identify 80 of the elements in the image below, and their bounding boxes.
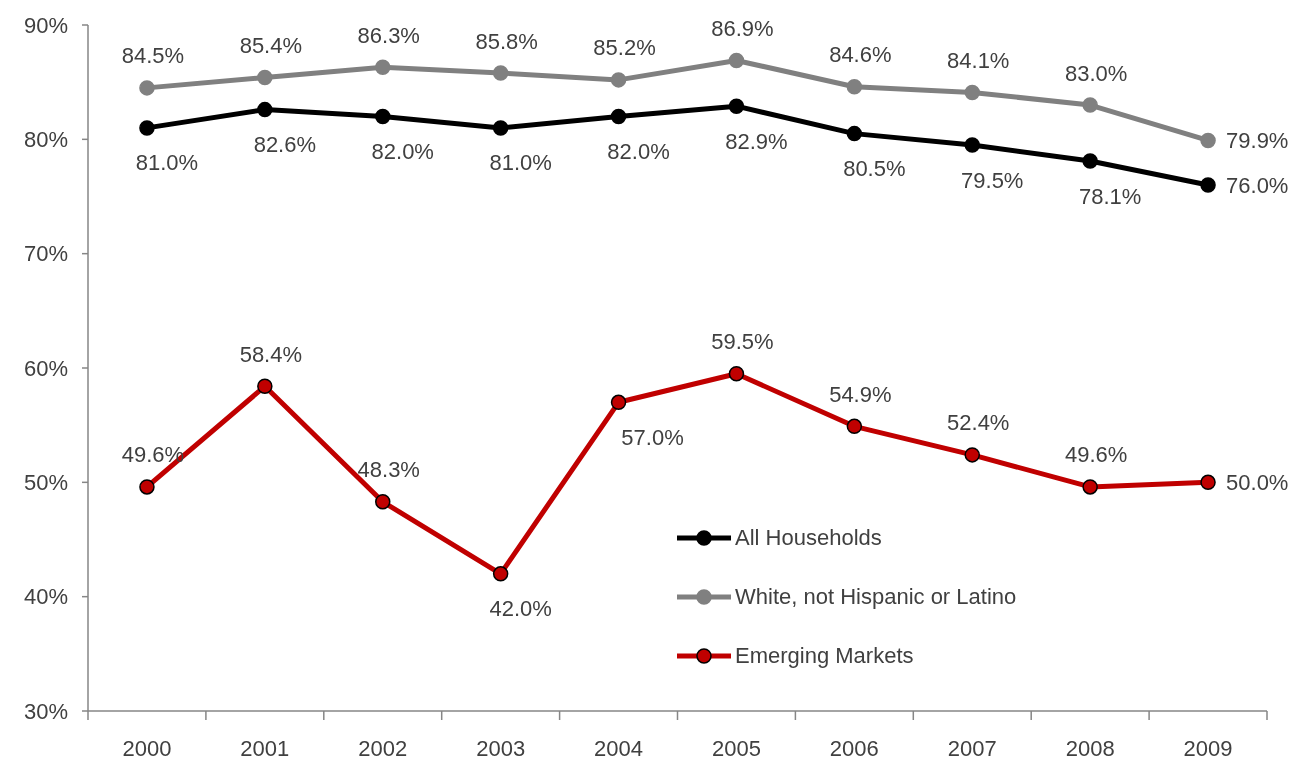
x-tick-label: 2005	[711, 735, 761, 761]
data-label: 42.0%	[489, 596, 552, 622]
x-tick-label: 2006	[829, 735, 879, 761]
point	[728, 98, 745, 114]
data-label: 84.6%	[829, 42, 892, 68]
data-label: 59.5%	[711, 329, 774, 355]
data-label: 81.0%	[489, 150, 552, 176]
data-label: 79.5%	[961, 167, 1024, 193]
data-label: 81.0%	[135, 150, 199, 176]
data-label: 82.0%	[371, 138, 434, 164]
data-label: 86.9%	[711, 15, 774, 41]
y-tick-label: 60%	[23, 355, 68, 381]
data-label: 85.8%	[475, 28, 538, 54]
point	[1200, 132, 1216, 149]
data-label: 82.9%	[725, 128, 788, 154]
data-label: 58.4%	[239, 341, 303, 367]
x-tick-label: 2000	[122, 735, 172, 761]
point	[728, 52, 745, 69]
y-tick-label: 90%	[23, 12, 68, 38]
x-tick-label: 2001	[240, 735, 290, 761]
data-label: 85.4%	[239, 33, 303, 59]
y-tick-label: 30%	[23, 698, 68, 724]
point	[728, 365, 745, 382]
legend-label: All Households	[735, 524, 882, 551]
point	[257, 101, 273, 118]
data-label: 82.0%	[607, 138, 670, 164]
point	[1200, 474, 1216, 491]
point	[492, 566, 509, 582]
data-label: 48.3%	[357, 457, 420, 483]
point	[846, 78, 863, 95]
point	[846, 418, 863, 435]
data-label: 83.0%	[1064, 60, 1128, 86]
data-label: 49.6%	[121, 442, 185, 468]
y-tick-label: 50%	[23, 470, 68, 496]
legend-label: Emerging Markets	[735, 642, 914, 669]
point	[964, 84, 980, 101]
point	[257, 378, 273, 395]
point	[846, 125, 863, 142]
y-tick-label: 40%	[23, 584, 68, 610]
data-label: 86.3%	[357, 22, 420, 48]
point	[492, 120, 509, 136]
legend-label: White, not Hispanic or Latino	[735, 583, 1017, 610]
data-label: 57.0%	[621, 424, 684, 450]
point	[964, 447, 980, 463]
data-label: 76.0%	[1226, 172, 1289, 198]
x-tick-label: 2003	[476, 735, 526, 761]
data-label: 78.1%	[1078, 183, 1142, 209]
point	[1082, 479, 1098, 495]
point	[375, 494, 391, 510]
point	[139, 479, 155, 495]
y-tick-label: 80%	[23, 127, 68, 153]
data-label: 79.9%	[1226, 127, 1289, 153]
data-label: 82.6%	[253, 132, 317, 158]
point	[610, 394, 627, 411]
data-label: 84.5%	[121, 43, 185, 69]
point	[610, 72, 627, 88]
point	[1082, 97, 1098, 113]
x-tick-label: 2008	[1065, 735, 1115, 761]
x-tick-label: 2002	[358, 735, 408, 761]
point	[964, 137, 980, 153]
point	[492, 65, 509, 81]
y-tick-label: 70%	[23, 241, 68, 267]
point	[257, 69, 273, 86]
data-label: 84.1%	[947, 47, 1010, 73]
x-tick-label: 2007	[947, 735, 997, 761]
x-tick-label: 2009	[1183, 735, 1233, 761]
point	[375, 108, 391, 125]
point	[139, 80, 155, 96]
data-label: 80.5%	[843, 156, 906, 182]
data-label: 49.6%	[1064, 442, 1128, 468]
point	[610, 108, 627, 125]
point	[139, 120, 155, 136]
data-label: 52.4%	[947, 410, 1010, 436]
point	[1082, 153, 1098, 169]
data-label: 85.2%	[593, 35, 656, 61]
data-label: 50.0%	[1226, 469, 1289, 495]
data-label: 54.9%	[829, 381, 892, 407]
point	[1200, 177, 1216, 193]
point	[375, 59, 391, 76]
x-tick-label: 2004	[594, 735, 644, 761]
